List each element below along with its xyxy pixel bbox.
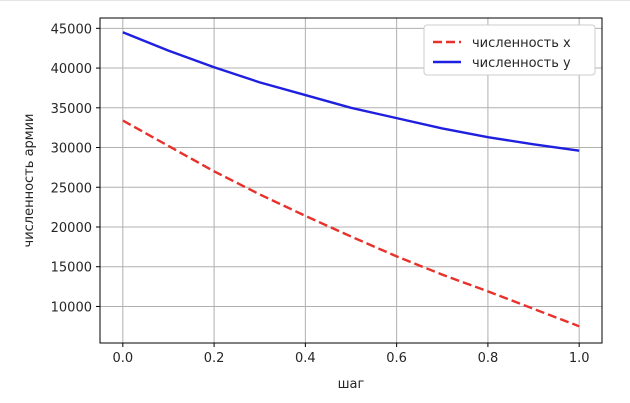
x-tick-label: 0.6 bbox=[386, 351, 407, 366]
y-tick-label: 30000 bbox=[51, 142, 92, 157]
y-tick-label: 35000 bbox=[51, 102, 92, 117]
top-border bbox=[0, 0, 630, 1]
x-tick-label: 0.4 bbox=[295, 351, 316, 366]
y-tick-label: 45000 bbox=[51, 22, 92, 37]
y-tick-label: 10000 bbox=[51, 300, 92, 315]
legend: численность x численность y bbox=[423, 24, 596, 76]
series-lines bbox=[122, 31, 580, 328]
y-tick-label: 15000 bbox=[51, 261, 92, 276]
legend-box bbox=[423, 24, 596, 76]
legend-label-y: численность y bbox=[472, 56, 571, 71]
series-line-x bbox=[122, 119, 580, 328]
y-axis-label: численность армии bbox=[22, 114, 37, 248]
y-tick-label: 25000 bbox=[51, 181, 92, 196]
x-tick-label: 0.2 bbox=[204, 351, 225, 366]
x-tick-label: 0.0 bbox=[112, 351, 133, 366]
plot-frame bbox=[99, 17, 603, 344]
x-tick-label: 0.8 bbox=[478, 351, 499, 366]
ticks: 0.0 0.2 0.4 0.6 0.8 1.0 10000 15000 20000 25000 30… bbox=[51, 22, 590, 366]
series-line-y bbox=[122, 31, 580, 152]
y-tick-label: 40000 bbox=[51, 62, 92, 77]
legend-label-x: численность x bbox=[472, 36, 571, 51]
y-tick-label: 20000 bbox=[51, 221, 92, 236]
x-axis-label: шаг bbox=[338, 377, 365, 392]
x-tick-label: 1.0 bbox=[569, 351, 590, 366]
